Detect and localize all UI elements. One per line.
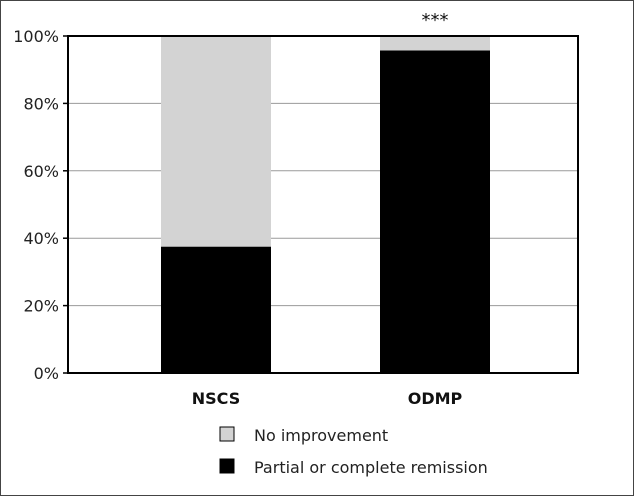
y-tick-label: 80% [23,94,59,113]
y-tick-label: 40% [23,229,59,248]
legend: No improvement Partial or complete remiss… [219,426,488,477]
plot-frame [67,35,579,374]
y-tick-label: 20% [23,297,59,316]
bar-nscs-remission [161,246,271,373]
annotations: *** [422,10,449,31]
legend-label: No improvement [254,426,388,445]
x-tick-label-odmp: ODMP [408,389,463,408]
gridlines [68,102,578,307]
legend-swatch [219,458,235,474]
y-tick-label: 100% [13,27,59,46]
y-tick-labels: 0% 20% 40% 60% 80% 100% [13,27,68,383]
legend-label: Partial or complete remission [254,458,488,477]
y-tick-label: 0% [34,364,59,383]
y-tick-label: 60% [23,162,59,181]
bar-nscs-no-improvement [161,36,271,247]
bar-odmp-remission [380,50,490,374]
bar-odmp-no-improvement [380,36,490,51]
significance-annotation: *** [422,10,449,31]
bars [161,36,490,374]
x-tick-labels: NSCS ODMP [192,389,463,408]
axes [67,35,579,374]
legend-swatch [219,426,235,442]
x-tick-label-nscs: NSCS [192,389,240,408]
